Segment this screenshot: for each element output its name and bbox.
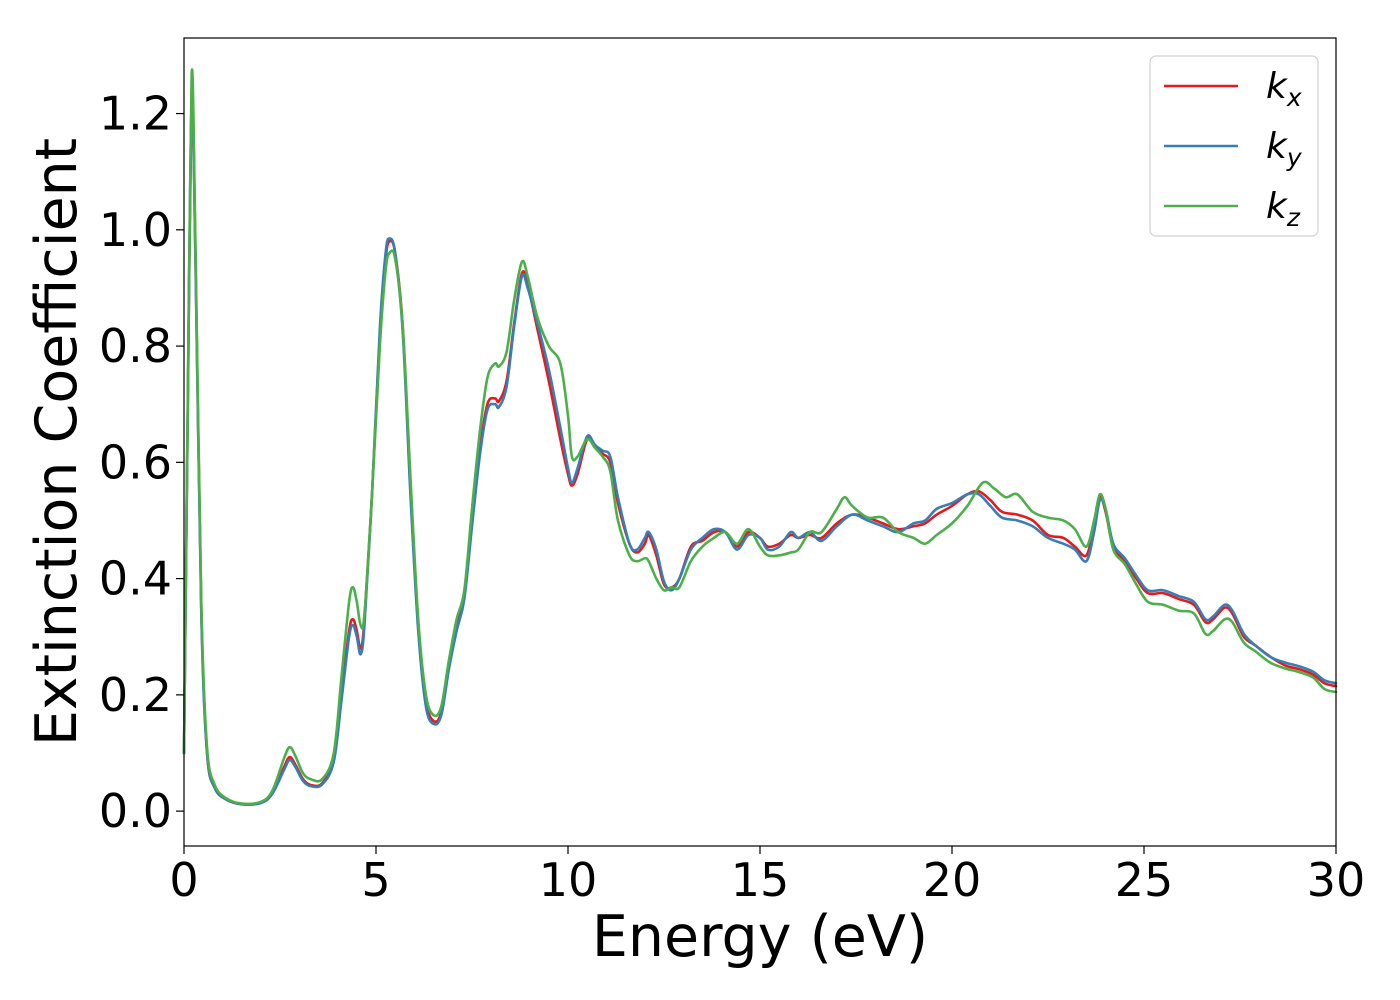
series-line-y: [182, 97, 1338, 806]
series-layer: [182, 68, 1338, 806]
x-tick-label: 15: [731, 853, 790, 907]
y-tick-label: 0.8: [99, 319, 172, 373]
x-tick-label: 5: [361, 853, 390, 907]
y-tick-label: 1.0: [99, 203, 172, 257]
series-line-z: [182, 68, 1338, 806]
legend-label-y: ky: [1266, 126, 1303, 172]
legend: kx ky kz: [1149, 55, 1319, 237]
x-axis: 0 5 10 15 20 25 30: [169, 846, 1365, 907]
x-tick-label: 0: [169, 853, 198, 907]
y-tick-label: 0.2: [99, 668, 172, 722]
y-axis: 0.0 0.2 0.4 0.6 0.8 1.0 1.2: [99, 87, 184, 838]
x-tick-label: 20: [923, 853, 982, 907]
y-tick-label: 0.6: [99, 435, 172, 489]
y-tick-label: 0.0: [99, 784, 172, 838]
y-tick-label: 1.2: [99, 87, 172, 141]
y-tick-label: 0.4: [99, 552, 172, 606]
x-tick-label: 30: [1307, 853, 1366, 907]
y-axis-title: Extinction Coefficient: [24, 138, 90, 746]
legend-items: kx ky kz: [1164, 66, 1303, 232]
legend-label-x: kx: [1266, 66, 1302, 112]
legend-label-z: kz: [1266, 186, 1301, 232]
x-tick-label: 10: [539, 853, 598, 907]
x-tick-label: 25: [1115, 853, 1174, 907]
x-axis-title: Energy (eV): [592, 904, 928, 970]
